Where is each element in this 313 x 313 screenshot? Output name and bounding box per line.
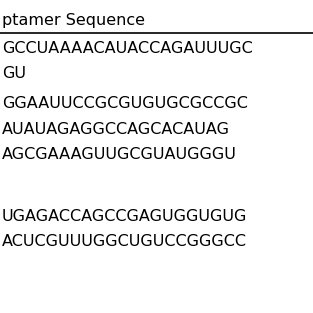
Text: UGAGACCAGCCGAGUGGUGUG: UGAGACCAGCCGAGUGGUGUG (2, 209, 247, 224)
Text: ptamer Sequence: ptamer Sequence (2, 13, 145, 28)
Text: AUAUAGAGGCCAGCACAUAG: AUAUAGAGGCCAGCACAUAG (2, 122, 230, 137)
Text: GGAAUUCCGCGUGUGCGCCGC: GGAAUUCCGCGUGUGCGCCGC (2, 96, 248, 111)
Text: GCCUAAAACAUACCAGAUUUGC: GCCUAAAACAUACCAGAUUUGC (2, 41, 253, 56)
Text: ACUCGUUUGGCUGUCCGGGCC: ACUCGUUUGGCUGUCCGGGCC (2, 234, 247, 249)
Text: GU: GU (2, 66, 26, 81)
Text: AGCGAAAGUUGCGUAUGGGU: AGCGAAAGUUGCGUAUGGGU (2, 147, 237, 162)
